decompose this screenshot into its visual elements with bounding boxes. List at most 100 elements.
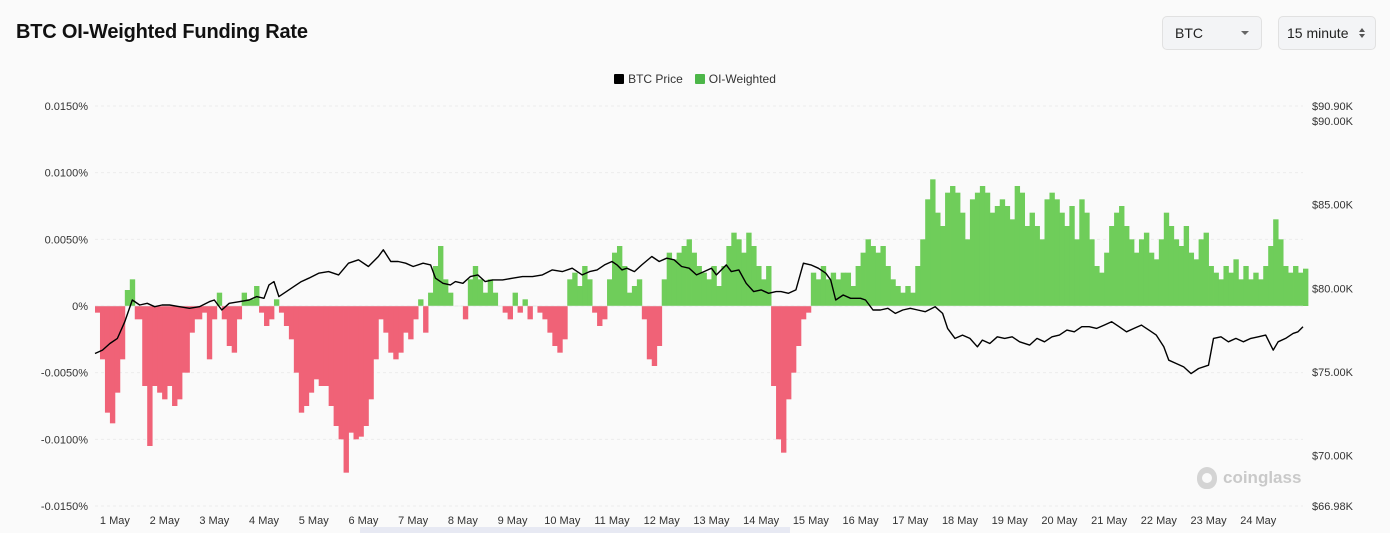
funding-bar	[1268, 246, 1274, 306]
funding-bar	[114, 306, 121, 393]
funding-bar	[472, 266, 479, 306]
left-axis-tick-label: -0.0100%	[41, 434, 88, 446]
funding-bar	[920, 239, 926, 306]
funding-bar	[129, 279, 136, 306]
legend-swatch-oi-weighted	[694, 74, 705, 84]
legend-item-btc-price[interactable]: BTC Price	[614, 72, 683, 86]
funding-bar	[293, 306, 300, 373]
funding-bar	[805, 306, 812, 313]
funding-bar	[696, 266, 702, 306]
funding-bar	[462, 306, 469, 320]
right-axis-tick-label: $75.00K	[1312, 367, 1354, 379]
chart-legend: BTC Price OI-Weighted	[0, 72, 1390, 86]
x-axis-tick-label: 18 May	[942, 515, 979, 527]
funding-bar	[756, 266, 762, 306]
funding-bar	[162, 306, 168, 400]
funding-bar	[1183, 226, 1190, 306]
funding-bar	[1248, 279, 1254, 306]
funding-bar	[172, 306, 178, 406]
legend-label-oi-weighted: OI-Weighted	[708, 72, 776, 86]
funding-bar	[1193, 259, 1200, 306]
funding-bar	[487, 279, 494, 306]
x-axis-tick-label: 20 May	[1041, 515, 1078, 527]
funding-bar	[646, 306, 653, 360]
funding-bar	[1009, 219, 1016, 306]
funding-bar	[393, 306, 399, 360]
funding-bar	[781, 306, 787, 453]
funding-bar	[124, 290, 131, 306]
funding-bar	[1034, 226, 1040, 306]
funding-bar	[206, 306, 213, 360]
x-axis-tick-label: 7 May	[398, 515, 428, 527]
x-axis-tick-label: 9 May	[498, 515, 528, 527]
funding-bar	[969, 199, 976, 306]
left-axis-tick-label: 0.0100%	[45, 168, 89, 180]
funding-bar	[313, 306, 320, 380]
funding-bar	[910, 292, 916, 306]
funding-bar	[423, 306, 429, 333]
funding-bar	[880, 246, 886, 306]
btc-price-line	[94, 249, 1304, 375]
funding-bar	[1069, 206, 1075, 306]
left-axis-tick-label: 0%	[72, 301, 88, 313]
funding-bar	[651, 306, 658, 366]
funding-bar	[303, 306, 310, 406]
funding-bar	[935, 212, 941, 306]
funding-bar	[815, 279, 822, 306]
funding-bar	[711, 266, 717, 306]
funding-bar	[363, 306, 369, 426]
funding-bar	[308, 306, 315, 393]
funding-bar	[522, 299, 528, 306]
x-axis-tick-label: 15 May	[793, 515, 830, 527]
page-title: BTC OI-Weighted Funding Rate	[16, 21, 308, 43]
funding-bar	[268, 306, 275, 320]
funding-bar	[751, 246, 757, 306]
funding-bar	[1084, 212, 1090, 306]
funding-bar	[408, 306, 414, 340]
funding-bar	[607, 279, 613, 306]
watermark: coinglass	[1197, 467, 1301, 489]
funding-bar	[418, 299, 424, 306]
funding-bar	[1064, 226, 1070, 306]
funding-bar	[547, 306, 553, 333]
funding-bar	[592, 306, 598, 313]
funding-bar	[1278, 239, 1284, 306]
funding-bar	[1173, 239, 1180, 306]
legend-item-oi-weighted[interactable]: OI-Weighted	[694, 72, 776, 86]
funding-bar	[790, 306, 797, 373]
x-axis-tick-label: 12 May	[644, 515, 681, 527]
coin-select[interactable]: BTC	[1162, 16, 1262, 50]
funding-bar	[211, 306, 218, 320]
x-axis-tick-label: 23 May	[1191, 515, 1228, 527]
funding-bar	[795, 306, 802, 346]
funding-bar	[895, 286, 901, 306]
funding-bar	[945, 192, 951, 306]
funding-bar	[602, 306, 608, 320]
funding-bar	[167, 306, 173, 386]
funding-bar	[507, 306, 513, 320]
funding-bar	[597, 306, 603, 326]
coinglass-logo-icon	[1197, 467, 1217, 489]
funding-bar	[181, 306, 190, 373]
funding-bar	[1243, 266, 1249, 306]
legend-swatch-price	[614, 74, 625, 84]
funding-bar	[353, 306, 359, 440]
funding-bar	[157, 306, 163, 393]
funding-bar	[1153, 259, 1160, 306]
funding-bar	[278, 306, 285, 313]
funding-bar	[1054, 199, 1060, 306]
funding-bar	[1004, 206, 1011, 306]
funding-bar	[731, 232, 737, 306]
funding-bar	[1039, 239, 1045, 306]
funding-bar	[626, 292, 633, 306]
funding-bar	[1163, 212, 1170, 306]
x-axis-tick-label: 8 May	[448, 515, 478, 527]
funding-bar	[1124, 226, 1130, 306]
right-axis-tick-label: $85.00K	[1312, 200, 1354, 212]
funding-bar	[1288, 272, 1294, 306]
funding-bar	[930, 179, 936, 306]
funding-bar	[950, 186, 956, 306]
x-axis-tick-label: 14 May	[743, 515, 780, 527]
funding-bar	[915, 266, 921, 306]
interval-select[interactable]: 15 minute	[1278, 16, 1376, 50]
